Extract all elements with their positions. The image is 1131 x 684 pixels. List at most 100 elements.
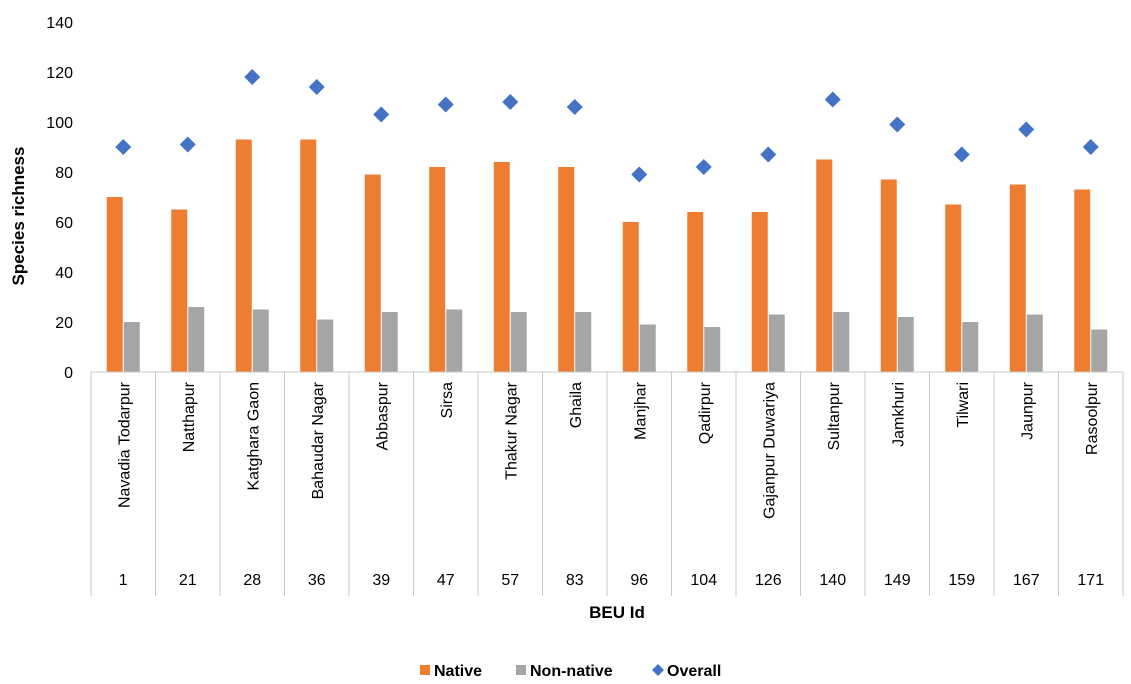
bar-non-native [317, 319, 334, 372]
y-axis-ticks: 0 20 40 60 80 100 120 140 [46, 15, 73, 382]
bar-non-native [575, 312, 592, 372]
legend-label: Non-native [530, 663, 613, 680]
x-category-label: Jaunpur [1019, 381, 1036, 439]
bar-non-native [962, 322, 979, 372]
bar-native [1074, 189, 1091, 372]
x-category-label: Natthapur [181, 381, 198, 452]
legend: Native Non-native Overall [420, 663, 721, 680]
x-id-label: 36 [308, 572, 326, 589]
x-category-label: Sirsa [439, 382, 456, 419]
bar-native [751, 212, 768, 372]
bar-native [687, 212, 704, 372]
x-category-label: Qadirpur [697, 381, 714, 444]
bar-native [171, 209, 188, 372]
bar-non-native [1026, 314, 1043, 372]
marker-overall [244, 69, 261, 85]
bar-native [493, 162, 510, 372]
x-category-label: Jamkhuri [890, 382, 907, 447]
bar-non-native [510, 312, 527, 372]
x-id-label: 167 [1013, 572, 1040, 589]
bar-non-native [897, 317, 914, 372]
x-category-label: Manjhar [632, 381, 649, 439]
legend-swatch [516, 665, 526, 675]
legend-label: Overall [667, 663, 721, 680]
marker-overall [889, 116, 906, 133]
marker-overall [695, 159, 712, 175]
marker-overall [1018, 121, 1035, 138]
x-id-label: 39 [372, 572, 390, 589]
x-id-label: 104 [690, 572, 717, 589]
bar-non-native [252, 309, 269, 372]
x-category-label: Abbaspur [374, 381, 391, 450]
bars [106, 139, 1108, 372]
x-id-label: 47 [437, 572, 455, 589]
x-id-label: 1 [119, 572, 128, 589]
x-id-label: 57 [501, 572, 519, 589]
x-id-label: 171 [1077, 572, 1104, 589]
y-tick-label: 120 [46, 65, 73, 82]
bar-non-native [1091, 329, 1108, 372]
x-axis [90, 371, 1124, 596]
y-tick-label: 40 [55, 265, 73, 282]
x-id-label: 28 [243, 572, 261, 589]
overall-markers [115, 69, 1099, 183]
y-tick-label: 100 [46, 115, 73, 132]
marker-overall [308, 79, 325, 95]
bar-native [300, 139, 317, 372]
marker-overall [953, 146, 970, 163]
y-axis-title: Species richness [9, 147, 28, 286]
x-id-label: 126 [755, 572, 782, 589]
bar-native [429, 167, 446, 372]
marker-overall [566, 99, 583, 115]
x-id-label: 96 [630, 572, 648, 589]
bar-non-native [704, 327, 721, 372]
x-id-label: 140 [819, 572, 846, 589]
x-category-label: Katghara Gaon [245, 382, 262, 491]
x-category-label: Thakur Nagar [503, 381, 520, 479]
x-id-label: 21 [179, 572, 197, 589]
bar-native [945, 204, 962, 372]
bar-native [622, 222, 639, 372]
bar-native [1009, 184, 1026, 372]
legend-swatch [420, 665, 430, 675]
marker-overall [502, 94, 519, 110]
bar-non-native [446, 309, 463, 372]
bar-non-native [381, 312, 398, 372]
bar-native [558, 167, 575, 372]
marker-overall [1082, 139, 1099, 155]
bar-native [106, 197, 123, 372]
marker-overall [179, 136, 196, 153]
bar-native [880, 179, 897, 372]
bar-non-native [768, 314, 785, 372]
bar-non-native [833, 312, 850, 372]
x-id-label: 159 [948, 572, 975, 589]
x-category-label: Rasoolpur [1084, 381, 1101, 455]
x-axis-title: BEU Id [589, 603, 645, 622]
bar-non-native [639, 324, 656, 372]
y-tick-label: 80 [55, 165, 73, 182]
marker-overall [760, 146, 777, 163]
bar-native [816, 159, 833, 372]
x-category-label: Ghaila [568, 382, 585, 428]
bar-native [364, 174, 381, 372]
x-category-label: Sultanpur [826, 381, 843, 450]
x-axis-labels: Navadia Todarpur 1 Natthapur 21 Katghara Gao… [116, 381, 1104, 589]
marker-overall [437, 96, 454, 113]
bar-native [235, 139, 252, 372]
x-category-label: Navadia Todarpur [116, 381, 133, 508]
marker-overall [824, 91, 841, 108]
bar-non-native [123, 322, 140, 372]
x-id-label: 149 [884, 572, 911, 589]
marker-overall [115, 139, 132, 155]
y-tick-label: 140 [46, 15, 73, 32]
x-id-label: 83 [566, 572, 584, 589]
legend-label: Native [434, 663, 482, 680]
marker-overall [631, 166, 648, 183]
y-tick-label: 0 [64, 365, 73, 382]
y-tick-label: 20 [55, 315, 73, 332]
marker-overall [373, 106, 390, 123]
y-tick-label: 60 [55, 215, 73, 232]
x-category-label: Gajanpur Duwariya [761, 382, 778, 519]
x-category-label: Tilwari [955, 382, 972, 428]
